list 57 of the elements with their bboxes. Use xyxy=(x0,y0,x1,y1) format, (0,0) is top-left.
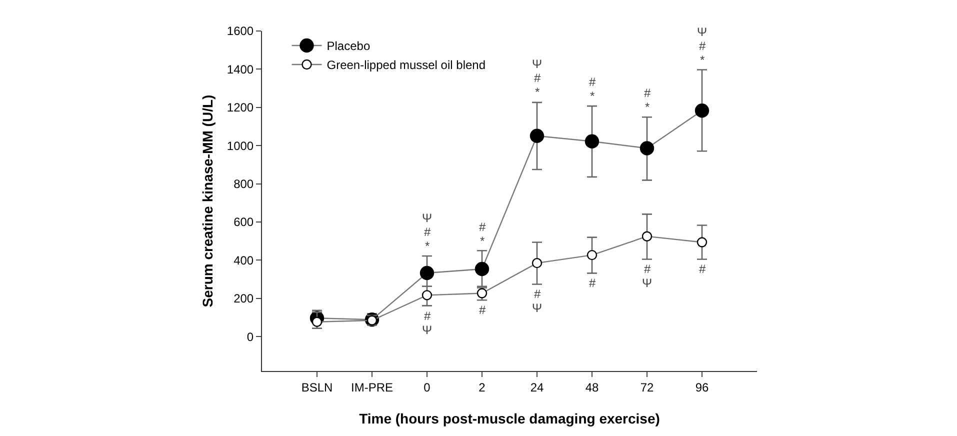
legend-label: Green-lipped mussel oil blend xyxy=(326,58,486,72)
annotation: # xyxy=(589,75,596,89)
y-tick-label: 400 xyxy=(234,253,254,268)
annotation: # xyxy=(424,309,431,323)
x-tick-label: 2 xyxy=(478,380,486,394)
annotation: * xyxy=(645,100,650,114)
y-tick-label: 1000 xyxy=(226,138,254,153)
annotation: * xyxy=(590,89,595,103)
x-tick-label: 72 xyxy=(640,380,654,394)
y-tick-label: 0 xyxy=(246,330,254,344)
x-tick-label: BSLN xyxy=(301,380,333,394)
point xyxy=(422,290,432,300)
point xyxy=(584,134,600,148)
annotation: # xyxy=(699,39,706,53)
y-tick-label: 1600 xyxy=(226,24,254,38)
y-tick-label: 600 xyxy=(234,215,254,230)
point xyxy=(420,266,434,280)
point xyxy=(696,237,708,248)
annotation: * xyxy=(700,53,705,67)
annotation: Ψ xyxy=(697,25,708,39)
x-tick-label: 96 xyxy=(695,380,709,394)
annotation: Ψ xyxy=(422,323,432,337)
point xyxy=(694,104,710,118)
annotation: Ψ xyxy=(642,276,652,290)
point xyxy=(642,231,652,242)
x-tick-label: 0 xyxy=(424,380,431,394)
annotation: * xyxy=(425,239,430,253)
annotation: * xyxy=(480,234,485,248)
y-axis-title: Serum creatine kinase-MM (U/L) xyxy=(199,94,216,308)
annotation: Ψ xyxy=(532,301,542,315)
y-tick-label: 1400 xyxy=(226,62,254,76)
annotation: Ψ xyxy=(422,211,432,225)
x-tick-label: 24 xyxy=(530,380,544,394)
annotation: # xyxy=(644,262,651,276)
point xyxy=(532,258,542,268)
annotation: # xyxy=(699,262,706,276)
annotation: Ψ xyxy=(532,57,542,71)
point xyxy=(476,288,488,298)
annotation: # xyxy=(479,220,486,234)
annotation: # xyxy=(589,276,596,290)
legend-label: Placebo xyxy=(326,39,370,54)
x-tick-label: IM-PRE xyxy=(351,380,393,394)
annotation: # xyxy=(424,225,431,239)
annotation: # xyxy=(479,303,486,317)
point xyxy=(530,128,544,143)
annotation: # xyxy=(534,71,541,85)
y-tick-label: 1200 xyxy=(226,100,254,115)
y-tick-label: 200 xyxy=(234,292,254,306)
y-tick-label: 800 xyxy=(234,177,254,192)
annotation: # xyxy=(644,86,651,100)
x-axis-title: Time (hours post-muscle damaging exercise) xyxy=(359,410,660,427)
point xyxy=(640,141,654,156)
point xyxy=(474,262,490,276)
point xyxy=(586,250,598,260)
annotation: # xyxy=(534,287,541,301)
x-tick-label: 48 xyxy=(585,380,599,394)
annotation: * xyxy=(535,85,540,99)
